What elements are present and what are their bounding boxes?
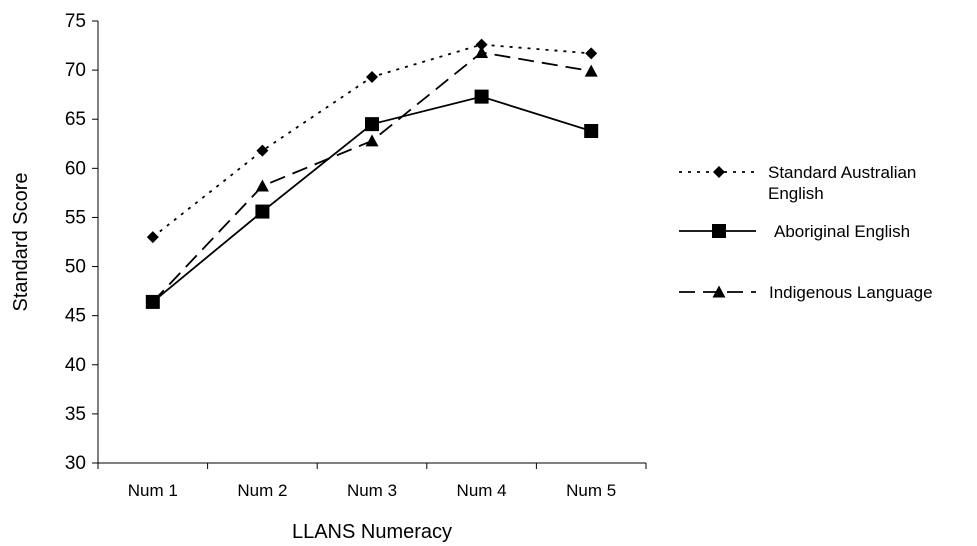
data-point	[365, 117, 379, 132]
y-tick-label: 50	[65, 257, 86, 278]
x-tick-label: Num 2	[237, 481, 287, 500]
x-tick-label: Num 3	[347, 481, 397, 500]
data-point	[146, 295, 160, 308]
data-point	[365, 134, 379, 147]
data-point	[474, 89, 489, 104]
legend-marker	[712, 285, 726, 298]
x-tick-label: Num 5	[566, 481, 616, 500]
series-layer	[145, 38, 599, 309]
y-tick-label: 30	[65, 453, 86, 474]
x-axis: Num 1 Num 2 Num 3 Num 4 Num 5	[97, 462, 647, 500]
data-point	[475, 38, 488, 51]
y-axis-title: Standard Score	[10, 173, 32, 312]
data-point	[255, 204, 270, 219]
y-tick-label: 75	[65, 11, 86, 32]
series-diamond	[146, 38, 598, 244]
legend-label: Standard Australian	[768, 163, 916, 182]
legend-label: Indigenous Language	[769, 283, 933, 302]
data-point	[584, 64, 598, 77]
legend-item: Aboriginal English	[679, 222, 910, 241]
y-tick-label: 35	[65, 404, 86, 425]
legend: Standard Australian English Aboriginal Eng…	[679, 163, 933, 302]
x-tick-label: Num 1	[128, 481, 178, 500]
data-point	[146, 231, 159, 244]
series-triangle	[146, 45, 598, 308]
legend-label: English	[768, 184, 824, 203]
series-line	[152, 51, 592, 303]
legend-marker	[713, 166, 725, 178]
x-tick-label: Num 4	[457, 481, 507, 500]
y-axis: 30 35 40 45 50 55 60 65 70 75	[65, 11, 99, 474]
series-square	[145, 89, 599, 309]
legend-item: Standard Australian English	[679, 163, 916, 203]
y-tick-label: 45	[65, 306, 86, 327]
data-point	[366, 70, 378, 83]
legend-item: Indigenous Language	[679, 283, 933, 302]
legend-label: Aboriginal English	[774, 222, 910, 241]
y-tick-label: 70	[65, 60, 86, 81]
x-axis-title: LLANS Numeracy	[292, 521, 452, 543]
data-point	[256, 144, 269, 157]
data-point	[585, 47, 598, 60]
data-point	[475, 45, 489, 58]
data-point	[255, 179, 269, 192]
y-tick-label: 40	[65, 355, 86, 376]
data-point	[584, 124, 599, 139]
y-tick-label: 55	[65, 207, 86, 228]
y-tick-label: 60	[65, 158, 86, 179]
y-tick-label: 65	[65, 109, 86, 130]
legend-marker	[712, 224, 726, 238]
